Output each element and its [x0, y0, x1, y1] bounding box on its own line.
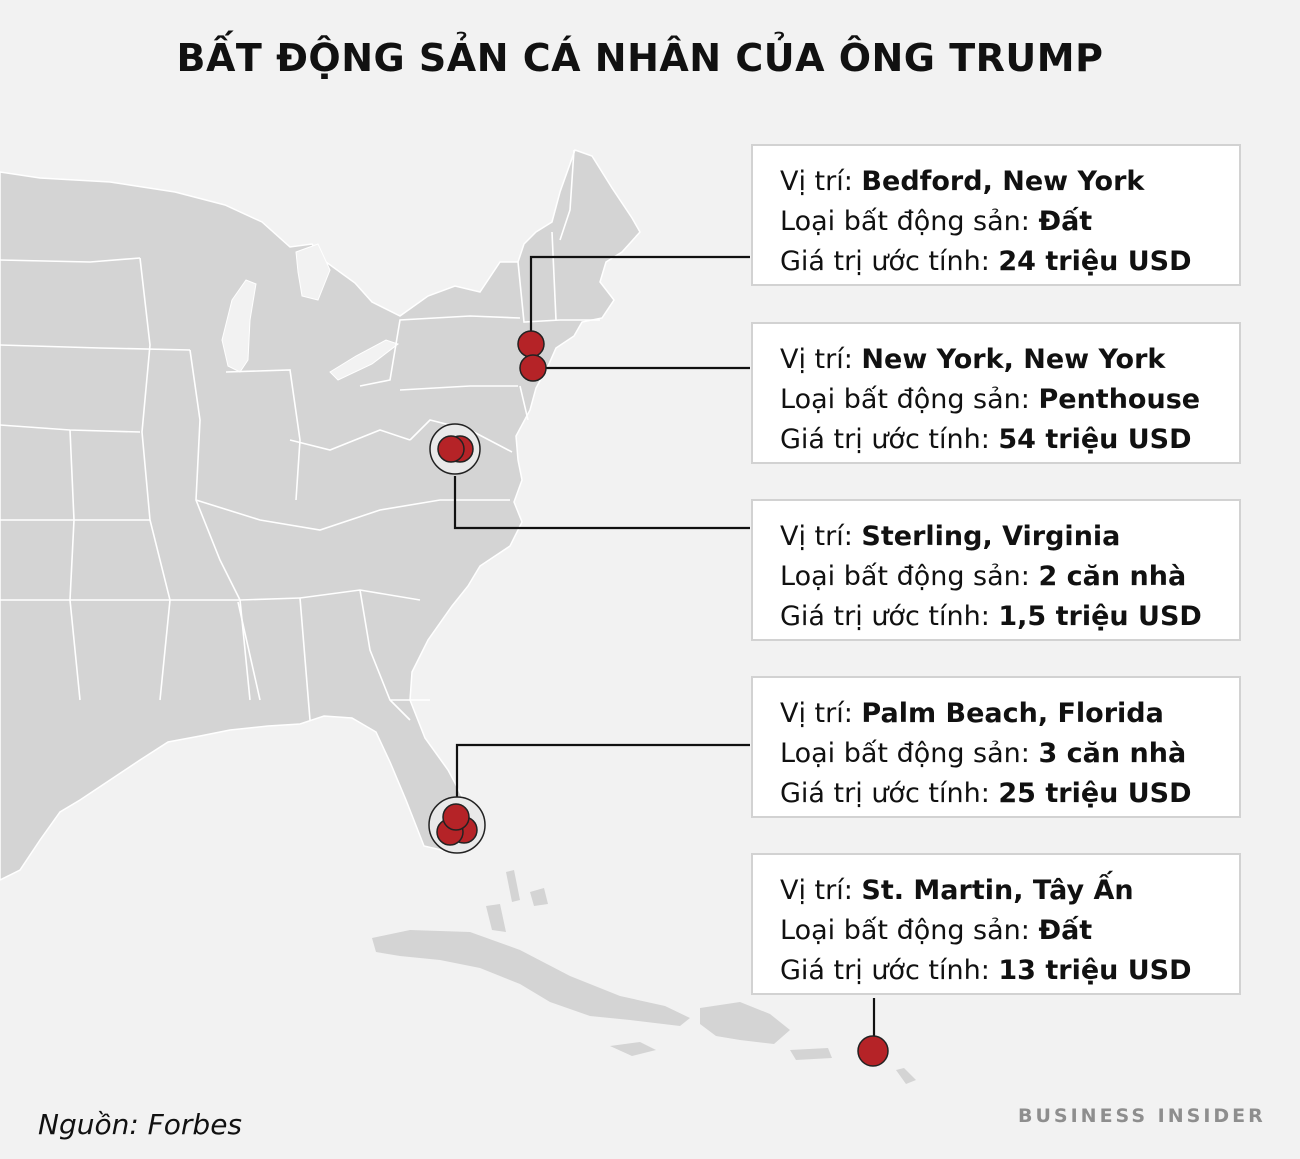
property-card-palm-beach: Vị trí: Palm Beach, Florida Loại bất độn… — [751, 676, 1241, 818]
jamaica — [610, 1042, 656, 1056]
card-location: Vị trí: Palm Beach, Florida — [780, 698, 1164, 729]
property-card-bedford: Vị trí: Bedford, New York Loại bất động … — [751, 144, 1241, 286]
lake-huron — [295, 243, 331, 301]
source-credit: Nguồn: Forbes — [38, 1108, 243, 1141]
card-location: Vị trí: St. Martin, Tây Ấn — [780, 875, 1134, 906]
cuba — [372, 930, 690, 1026]
card-location: Vị trí: Sterling, Virginia — [780, 521, 1121, 552]
leader-bedford — [529, 255, 750, 343]
card-type: Loại bất động sản: Penthouse — [780, 384, 1201, 415]
puerto-rico — [790, 1048, 832, 1060]
card-location: Vị trí: Bedford, New York — [780, 166, 1145, 197]
card-value: Giá trị ước tính: 24 triệu USD — [780, 246, 1192, 277]
marker-new-york — [519, 354, 547, 382]
markers — [428, 330, 889, 1067]
card-type: Loại bất động sản: 3 căn nhà — [780, 738, 1187, 769]
card-location: Vị trí: New York, New York — [780, 344, 1166, 375]
leader-lines — [453, 255, 876, 1048]
card-value: Giá trị ước tính: 25 triệu USD — [780, 778, 1192, 809]
card-type: Loại bất động sản: Đất — [780, 915, 1093, 946]
property-card-new-york: Vị trí: New York, New York Loại bất động… — [751, 322, 1241, 464]
property-card-sterling: Vị trí: Sterling, Virginia Loại bất động… — [751, 499, 1241, 641]
property-card-st-martin: Vị trí: St. Martin, Tây Ấn Loại bất động… — [751, 853, 1241, 995]
leader-sterling — [453, 476, 750, 530]
lesser-antilles — [896, 1068, 916, 1084]
card-value: Giá trị ước tính: 1,5 triệu USD — [780, 601, 1202, 632]
card-value: Giá trị ước tính: 13 triệu USD — [780, 955, 1192, 986]
card-value: Giá trị ước tính: 54 triệu USD — [780, 424, 1192, 455]
bahamas — [486, 870, 548, 932]
lake-michigan — [221, 279, 257, 373]
marker-bedford — [517, 330, 545, 358]
card-type: Loại bất động sản: 2 căn nhà — [780, 561, 1187, 592]
marker-st-martin — [857, 1035, 889, 1067]
brand-logo: BUSINESS INSIDER — [1018, 1105, 1266, 1127]
hispaniola — [700, 1002, 790, 1044]
marker-sterling-2 — [437, 435, 465, 463]
leader-palm-beach — [455, 743, 750, 800]
marker-palm-beach-3 — [442, 803, 470, 831]
lake-erie — [329, 339, 400, 381]
card-type: Loại bất động sản: Đất — [780, 206, 1093, 237]
page-title: BẤT ĐỘNG SẢN CÁ NHÂN CỦA ÔNG TRUMP — [176, 36, 1104, 80]
